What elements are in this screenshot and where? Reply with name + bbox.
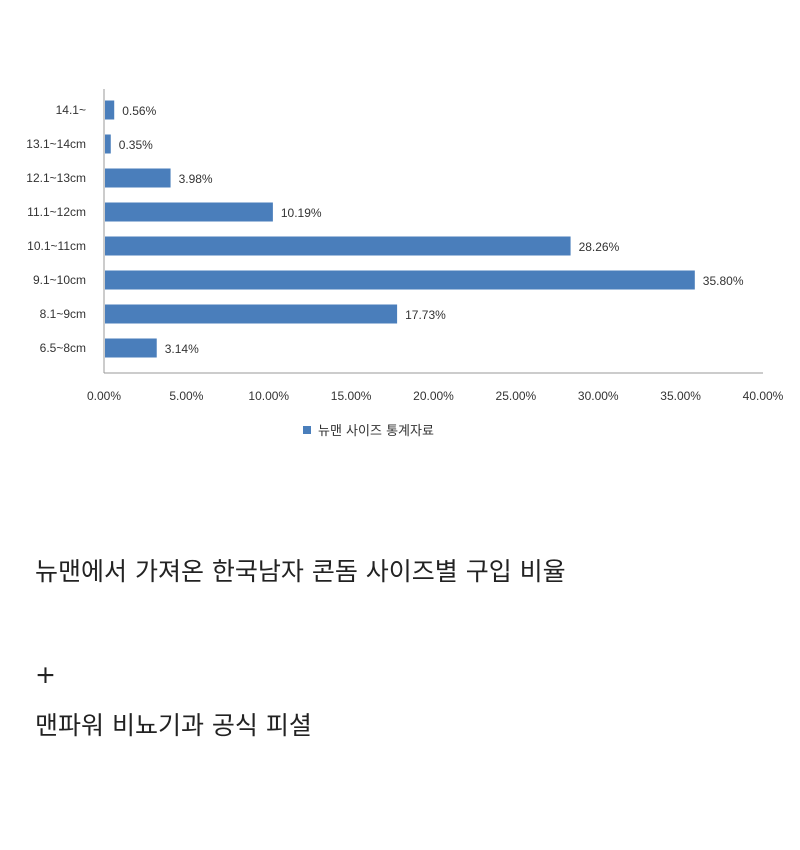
legend-swatch xyxy=(303,426,311,434)
data-label-5: 35.80% xyxy=(703,274,744,288)
x-tick-label-0: 0.00% xyxy=(87,389,121,403)
x-tick-label-8: 40.00% xyxy=(743,389,784,403)
bar-1 xyxy=(105,134,111,154)
data-label-7: 3.14% xyxy=(165,342,199,356)
x-tick-label-2: 10.00% xyxy=(248,389,289,403)
category-label-5: 9.1~10cm xyxy=(33,273,86,287)
category-label-0: 14.1~ xyxy=(56,103,86,117)
x-tick-label-6: 30.00% xyxy=(578,389,619,403)
chart-container: 14.1~ 0.56% 13.1~14cm 0.35% 12.1~13cm 3.98% 11… xyxy=(0,85,800,445)
caption-plus: + xyxy=(35,660,56,689)
category-label-3: 11.1~12cm xyxy=(27,205,86,219)
bar-0 xyxy=(105,100,115,120)
x-tick-label-4: 20.00% xyxy=(413,389,454,403)
x-tick-label-7: 35.00% xyxy=(660,389,701,403)
category-label-7: 6.5~8cm xyxy=(40,341,86,355)
bar-7 xyxy=(105,338,157,358)
bar-5 xyxy=(105,270,695,290)
data-label-6: 17.73% xyxy=(405,308,446,322)
data-label-3: 10.19% xyxy=(281,206,322,220)
legend-label: 뉴맨 사이즈 통계자료 xyxy=(318,424,434,439)
x-tick-label-1: 5.00% xyxy=(169,389,203,403)
data-label-0: 0.56% xyxy=(122,104,156,118)
caption-source: 뉴맨에서 가져온 한국남자 콘돔 사이즈별 구입 비율 xyxy=(35,557,566,586)
bar-2 xyxy=(105,168,171,188)
x-tick-label-3: 15.00% xyxy=(331,389,372,403)
x-tick-label-5: 25.00% xyxy=(496,389,537,403)
category-label-1: 13.1~14cm xyxy=(26,137,86,151)
category-label-4: 10.1~11cm xyxy=(27,239,86,253)
bar-4 xyxy=(105,236,571,256)
bar-3 xyxy=(105,202,273,222)
data-label-1: 0.35% xyxy=(119,138,153,152)
data-label-4: 28.26% xyxy=(579,240,620,254)
bar-chart: 14.1~ 0.56% 13.1~14cm 0.35% 12.1~13cm 3.98% 11… xyxy=(26,89,784,439)
bar-6 xyxy=(105,304,398,324)
category-label-6: 8.1~9cm xyxy=(40,307,86,321)
category-label-2: 12.1~13cm xyxy=(26,171,86,185)
data-label-2: 3.98% xyxy=(179,172,213,186)
caption-clinic: 맨파워 비뇨기과 공식 피셜 xyxy=(35,711,312,740)
